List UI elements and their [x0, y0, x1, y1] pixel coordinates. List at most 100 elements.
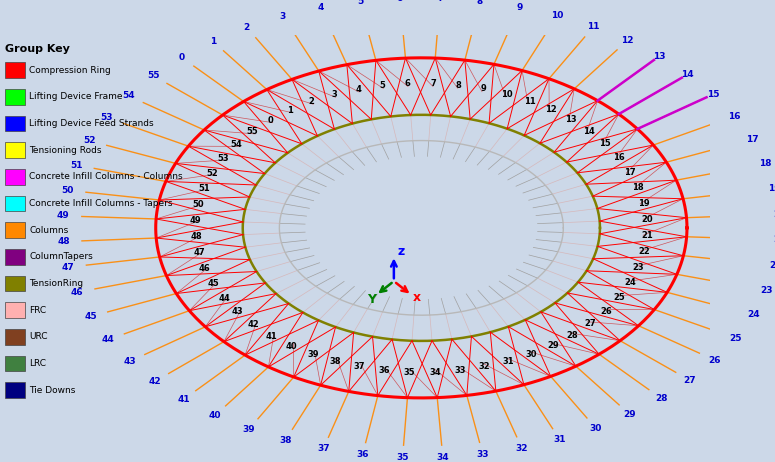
Text: 43: 43 [123, 357, 136, 366]
Text: 54: 54 [122, 91, 134, 100]
Text: 24: 24 [747, 310, 760, 319]
Text: 2: 2 [308, 97, 315, 106]
Bar [5, 356, 25, 371]
Bar [5, 276, 25, 291]
Text: ColumnTapers: ColumnTapers [29, 252, 93, 261]
Text: 4: 4 [318, 3, 324, 12]
Text: Concrete Infill Columns - Tapers: Concrete Infill Columns - Tapers [29, 199, 173, 208]
Text: 15: 15 [599, 139, 611, 148]
Text: 7: 7 [437, 0, 443, 3]
Text: 1: 1 [209, 36, 216, 46]
Text: 31: 31 [503, 357, 515, 366]
Text: 43: 43 [232, 307, 243, 316]
Text: 6: 6 [397, 0, 403, 3]
Text: 26: 26 [708, 355, 721, 365]
Text: 46: 46 [71, 288, 84, 297]
Text: 52: 52 [83, 136, 96, 146]
Text: 46: 46 [198, 264, 211, 273]
Text: 29: 29 [547, 341, 559, 350]
Text: 6: 6 [405, 79, 411, 88]
Bar [5, 382, 25, 398]
Text: 10: 10 [501, 90, 513, 98]
Bar [5, 302, 25, 318]
Text: 9: 9 [516, 3, 522, 12]
Text: 22: 22 [638, 247, 650, 256]
Text: 8: 8 [456, 81, 461, 90]
Text: 48: 48 [57, 237, 70, 246]
Text: 22: 22 [769, 261, 775, 270]
Text: 0: 0 [178, 53, 184, 62]
Text: 20: 20 [773, 210, 775, 219]
Text: 36: 36 [356, 450, 369, 459]
Text: Lifting Device Feed Strands: Lifting Device Feed Strands [29, 119, 154, 128]
Text: 37: 37 [354, 362, 365, 371]
Text: x: x [413, 292, 421, 304]
Bar [5, 169, 25, 185]
Text: 32: 32 [479, 362, 491, 371]
Text: 35: 35 [396, 453, 409, 462]
Text: 39: 39 [243, 425, 256, 434]
Text: 11: 11 [524, 97, 536, 106]
Bar [5, 116, 25, 131]
Text: 28: 28 [567, 331, 578, 340]
Text: 11: 11 [587, 22, 600, 31]
Text: 47: 47 [193, 248, 205, 257]
Text: 51: 51 [71, 161, 83, 170]
Text: Columns: Columns [29, 225, 68, 235]
Text: 45: 45 [84, 312, 97, 321]
Text: 44: 44 [102, 335, 115, 344]
Text: 26: 26 [600, 307, 611, 316]
Text: 53: 53 [218, 154, 229, 163]
Text: 19: 19 [768, 184, 775, 193]
Text: 33: 33 [454, 366, 466, 375]
Text: 15: 15 [707, 90, 719, 99]
Text: Group Key: Group Key [5, 44, 70, 54]
Text: 20: 20 [641, 215, 653, 224]
Text: 41: 41 [266, 332, 277, 340]
Text: 13: 13 [653, 52, 666, 61]
Text: 27: 27 [684, 376, 696, 385]
Text: 38: 38 [330, 357, 342, 366]
Text: 30: 30 [590, 424, 602, 433]
Text: 24: 24 [625, 278, 636, 287]
Text: 42: 42 [248, 320, 260, 329]
Text: 27: 27 [584, 319, 596, 328]
Text: 45: 45 [207, 279, 219, 288]
Bar [5, 142, 25, 158]
Text: 12: 12 [622, 36, 634, 45]
Text: 54: 54 [231, 140, 243, 149]
Text: 7: 7 [430, 79, 436, 88]
Text: 3: 3 [280, 12, 286, 21]
Text: 31: 31 [553, 435, 566, 444]
Text: 30: 30 [525, 350, 537, 359]
Text: 29: 29 [624, 410, 636, 419]
Text: 8: 8 [477, 0, 484, 6]
Text: 34: 34 [436, 452, 449, 462]
Text: 52: 52 [207, 169, 219, 177]
Text: 2: 2 [243, 23, 250, 32]
Text: Compression Ring: Compression Ring [29, 66, 111, 75]
Text: URC: URC [29, 332, 48, 341]
Text: 49: 49 [190, 216, 202, 225]
Text: Lifting Device Frame: Lifting Device Frame [29, 92, 122, 101]
Text: 50: 50 [193, 200, 205, 209]
Text: 16: 16 [613, 153, 625, 162]
Text: 13: 13 [565, 115, 577, 124]
Text: 12: 12 [546, 105, 557, 114]
Bar [5, 329, 25, 345]
Text: 32: 32 [515, 444, 528, 453]
Text: Tie Downs: Tie Downs [29, 386, 76, 395]
Text: 25: 25 [729, 334, 742, 343]
Text: z: z [398, 245, 405, 258]
Text: Concrete Infill Columns - Columns: Concrete Infill Columns - Columns [29, 172, 183, 182]
Text: Y: Y [367, 293, 377, 306]
Text: 9: 9 [480, 85, 486, 93]
Text: 17: 17 [746, 135, 759, 144]
Text: 38: 38 [279, 436, 291, 445]
Text: 41: 41 [177, 395, 190, 404]
Text: 35: 35 [404, 368, 415, 377]
Text: 21: 21 [773, 235, 775, 244]
Text: 53: 53 [101, 113, 113, 122]
Text: 0: 0 [267, 116, 273, 125]
Text: 49: 49 [57, 211, 70, 220]
